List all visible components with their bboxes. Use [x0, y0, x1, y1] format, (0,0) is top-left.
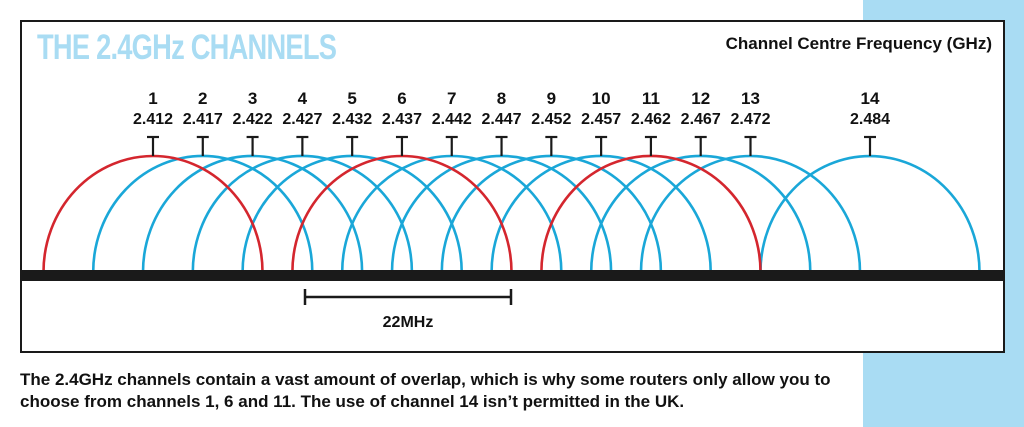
- diagram-title: THE 2.4GHz CHANNELS: [37, 28, 337, 67]
- channel-number-label: 11: [642, 89, 660, 108]
- channel-3-tick: [246, 135, 259, 156]
- channel-frequency-label: 2.417: [183, 111, 223, 128]
- channel-number-label: 10: [592, 89, 611, 108]
- channel-7-tick: [445, 135, 458, 156]
- channel-number-label: 3: [248, 89, 257, 108]
- frequency-baseline: [20, 270, 1005, 281]
- channel-frequency-label: 2.422: [233, 111, 273, 128]
- channel-13-arc: [639, 154, 862, 273]
- channel-12-tick: [694, 135, 707, 156]
- channel-number-label: 1: [148, 89, 157, 108]
- channel-6-arc: [291, 154, 513, 273]
- channel-7-arc: [340, 154, 563, 273]
- channel-frequency-label: 2.447: [482, 111, 522, 128]
- channel-10-arc: [490, 154, 712, 273]
- caption-text: The 2.4GHz channels contain a vast amoun…: [20, 370, 831, 411]
- channel-number-label: 14: [861, 89, 880, 108]
- channel-1-tick: [147, 135, 159, 156]
- channel-12-arc: [589, 154, 812, 273]
- channel-frequency-label: 2.462: [631, 111, 671, 128]
- channel-arcs-normal: [91, 154, 981, 273]
- channel-frequency-label: 2.412: [133, 111, 173, 128]
- channel-1-arc: [42, 154, 264, 273]
- channel-frequency-label: 2.432: [332, 111, 372, 128]
- channel-14-tick: [864, 135, 876, 156]
- channel-13-tick: [744, 135, 757, 156]
- bandwidth-bracket: 22MHz: [303, 289, 513, 331]
- channel-labels: 1 2.412 2 2.417 3 2.422 4 2.427 5 2.432 6 2.437 7 2.4…: [133, 89, 890, 128]
- channel-number-label: 4: [298, 89, 308, 108]
- channel-9-tick: [545, 135, 558, 156]
- channel-markers: [147, 135, 876, 156]
- channel-5-arc: [241, 154, 463, 273]
- channel-frequency-label: 2.437: [382, 111, 422, 128]
- channel-4-arc: [191, 154, 414, 273]
- channel-number-label: 8: [497, 89, 506, 108]
- channel-frequency-label: 2.467: [681, 111, 721, 128]
- channel-2-tick: [196, 135, 209, 156]
- channel-11-arc: [540, 154, 762, 273]
- channel-2-arc: [91, 154, 314, 273]
- channel-10-tick: [595, 135, 608, 156]
- channel-5-tick: [346, 135, 359, 156]
- channel-9-arc: [440, 154, 663, 273]
- channel-8-tick: [495, 135, 508, 156]
- channel-number-label: 13: [741, 89, 760, 108]
- channel-8-arc: [390, 154, 613, 273]
- channel-number-label: 2: [198, 89, 207, 108]
- channel-frequency-label: 2.457: [581, 111, 621, 128]
- bandwidth-label: 22MHz: [383, 314, 434, 331]
- channel-frequency-label: 2.452: [531, 111, 571, 128]
- channel-frequency-label: 2.472: [730, 111, 770, 128]
- channel-11-tick: [644, 135, 657, 156]
- channel-3-arc: [141, 154, 364, 273]
- frequency-axis-label: Channel Centre Frequency (GHz): [725, 34, 992, 53]
- channel-arcs-highlighted: [42, 154, 762, 273]
- channel-6-tick: [395, 135, 408, 156]
- channel-number-label: 6: [397, 89, 406, 108]
- channel-number-label: 9: [547, 89, 556, 108]
- channel-number-label: 12: [691, 89, 710, 108]
- diagram-frame: [20, 20, 1005, 353]
- channel-14-arc: [759, 154, 981, 273]
- channel-frequency-label: 2.484: [850, 111, 890, 128]
- channel-frequency-label: 2.427: [282, 111, 322, 128]
- channel-frequency-label: 2.442: [432, 111, 472, 128]
- channel-4-tick: [296, 135, 309, 156]
- channel-number-label: 7: [447, 89, 456, 108]
- channel-number-label: 5: [347, 89, 356, 108]
